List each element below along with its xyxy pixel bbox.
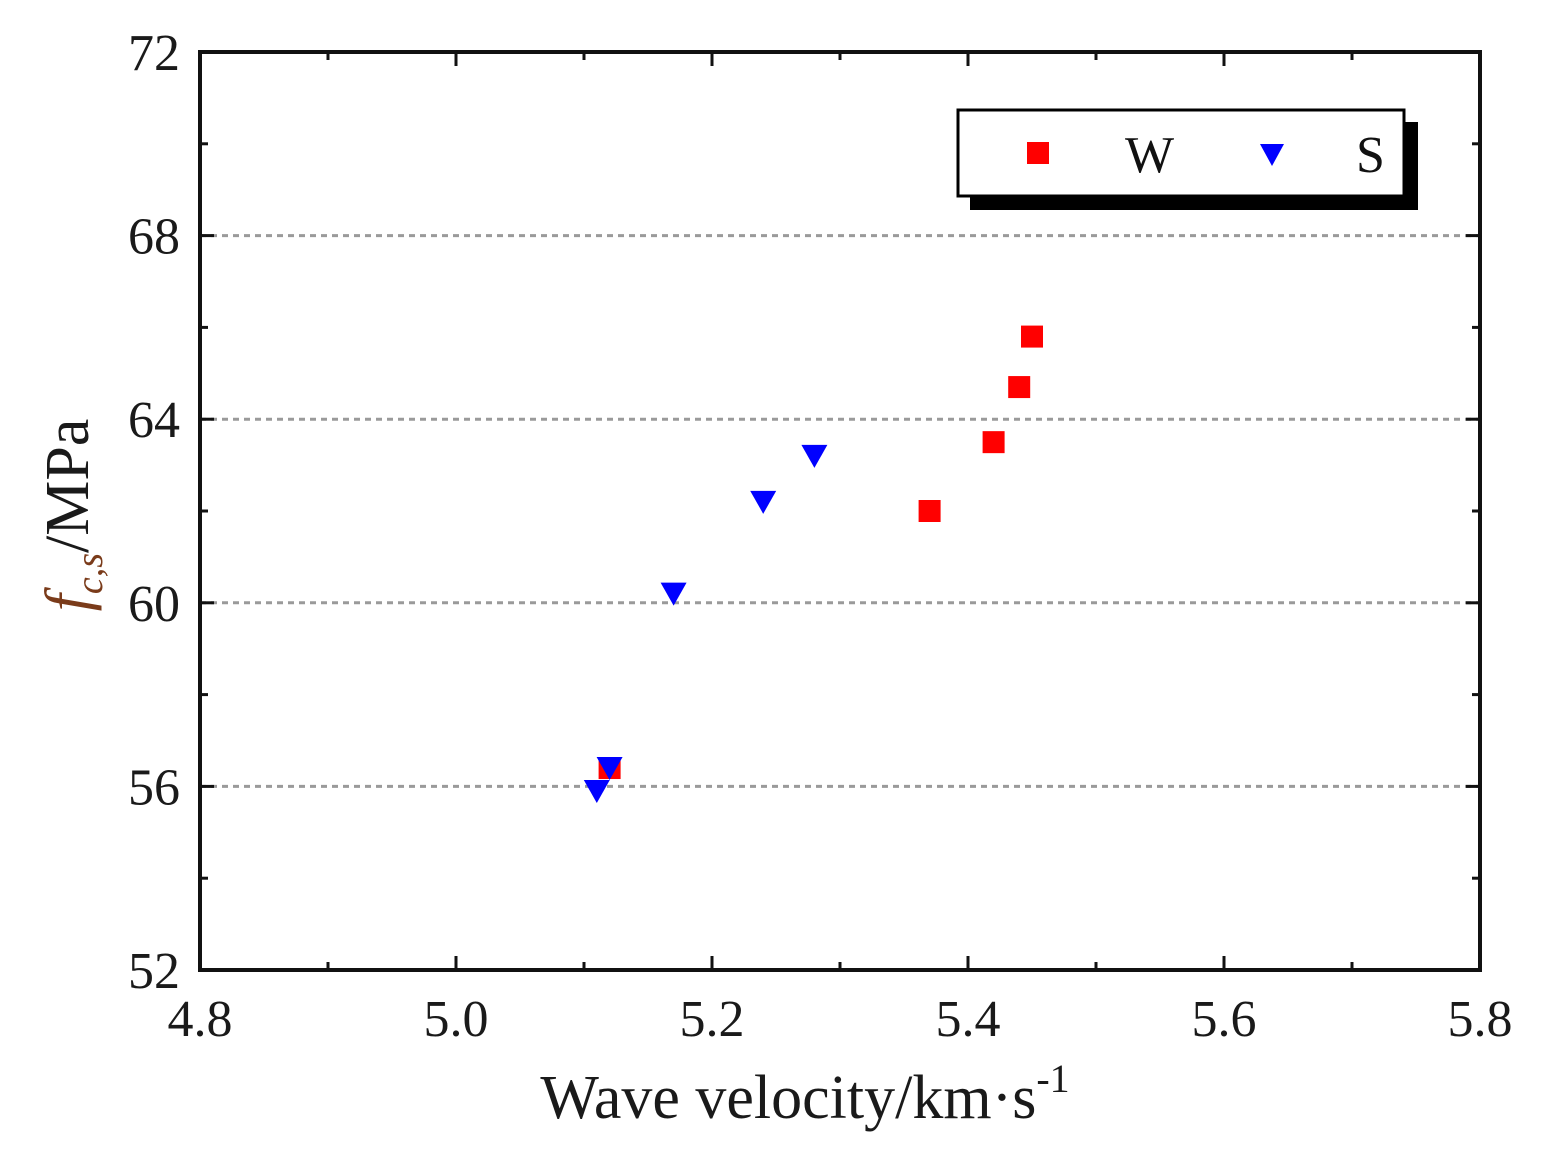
- x-tick-label-5.6: 5.6: [1192, 991, 1257, 1048]
- y-tick-label-72: 72: [128, 25, 180, 82]
- point-w-2: [982, 431, 1005, 454]
- data-points: [583, 325, 1043, 803]
- y-tick-label-56: 56: [128, 759, 180, 816]
- point-s-3: [750, 490, 777, 514]
- x-axis-title-sup: -1: [1036, 1056, 1069, 1101]
- point-s-1: [596, 757, 623, 781]
- x-axis-title-main: Wave velocity/km·s: [540, 1064, 1036, 1132]
- tick-labels: 4.8 5.0 5.2 5.4 5.6 5.8 52 56 60 64 68 72: [128, 25, 1513, 1048]
- point-w-1: [918, 500, 941, 522]
- x-tick-label-5.2: 5.2: [680, 991, 745, 1048]
- point-s-4: [801, 444, 828, 468]
- y-tick-label-60: 60: [128, 576, 180, 633]
- x-tick-label-4.8: 4.8: [168, 991, 233, 1048]
- y-tick-label-52: 52: [128, 943, 180, 1000]
- point-s-0: [583, 779, 610, 803]
- x-tick-label-5.4: 5.4: [936, 991, 1001, 1048]
- point-s-2: [660, 582, 687, 606]
- gridlines: [200, 234, 1480, 788]
- point-w-4: [1021, 325, 1043, 348]
- y-axis-title: fc,s/MPa: [34, 419, 111, 612]
- legend-label-w: W: [1125, 127, 1174, 184]
- x-axis-title: Wave velocity/km·s-1: [540, 1056, 1069, 1132]
- y-axis-title-sub: c,s: [69, 553, 111, 594]
- point-w-3: [1008, 376, 1031, 399]
- x-tick-label-5.0: 5.0: [424, 991, 489, 1048]
- legend-label-s: S: [1356, 127, 1385, 184]
- legend-marker-s: [1260, 144, 1284, 166]
- axis-ticks: [198, 50, 1482, 972]
- y-axis-title-rest: /MPa: [34, 419, 102, 553]
- legend-marker-w: [1027, 142, 1049, 164]
- y-tick-label-68: 68: [128, 209, 180, 266]
- y-tick-label-64: 64: [128, 392, 180, 449]
- legend-box: [956, 108, 1406, 198]
- x-tick-label-5.8: 5.8: [1448, 991, 1513, 1048]
- legend: W S: [956, 108, 1418, 210]
